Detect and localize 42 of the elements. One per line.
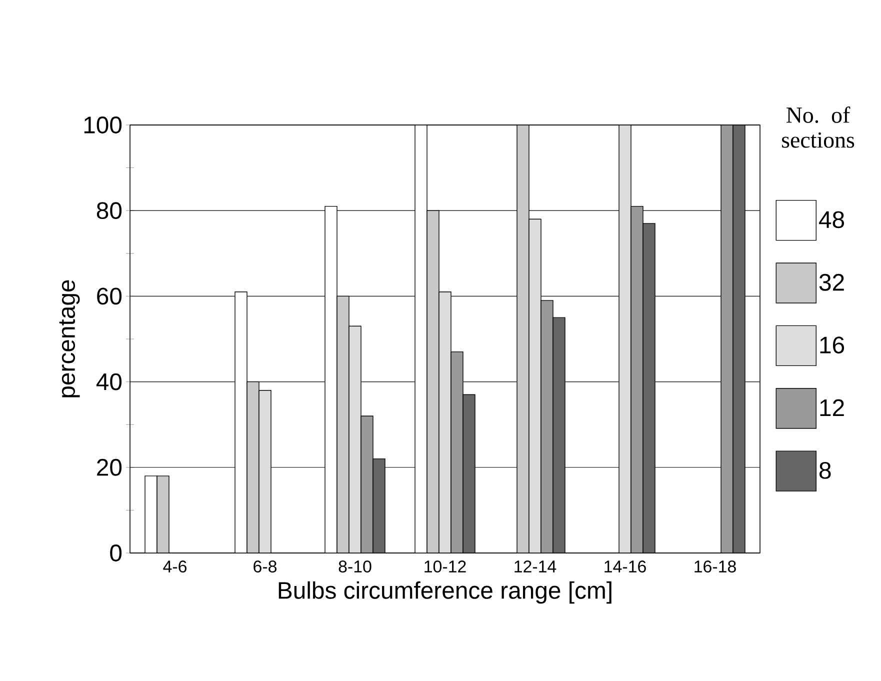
x-axis-title: Bulbs circumference range [cm] xyxy=(278,581,612,604)
bar xyxy=(720,124,734,553)
y-tick-label: 0 xyxy=(110,544,122,562)
bar xyxy=(516,124,530,553)
bar xyxy=(414,124,428,553)
bar xyxy=(450,351,464,553)
bar xyxy=(462,394,476,553)
bar xyxy=(438,292,452,553)
bar xyxy=(552,317,566,553)
legend-label: 8 xyxy=(820,462,831,479)
y-tick-label: 20 xyxy=(97,458,122,476)
x-tick-label: 12-14 xyxy=(514,560,556,572)
legend-label: 16 xyxy=(820,336,844,354)
bar xyxy=(630,206,644,553)
x-tick-label: 10-12 xyxy=(424,560,466,572)
y-tick-label: 80 xyxy=(96,202,122,220)
bar xyxy=(360,416,374,553)
y-tick-label: 60 xyxy=(97,288,122,305)
bar xyxy=(642,223,656,553)
bar xyxy=(156,476,170,553)
text: 48 xyxy=(819,211,844,228)
bar xyxy=(732,124,746,553)
legend-label: 32 xyxy=(819,274,844,291)
bar xyxy=(336,296,350,553)
y-axis-title: percentage xyxy=(59,280,80,398)
x-tick-label: 14-16 xyxy=(604,560,646,572)
bar xyxy=(348,326,362,553)
bar xyxy=(246,381,260,553)
legend-label: 12 xyxy=(820,399,844,416)
y-tick-label: 40 xyxy=(96,373,122,390)
y-tick-label: 100 xyxy=(84,116,122,134)
x-tick-label: 6-8 xyxy=(254,560,277,572)
bar xyxy=(618,124,632,553)
bar xyxy=(528,218,542,553)
bar xyxy=(540,300,554,553)
legend-title: No. of sections xyxy=(782,106,854,148)
bar xyxy=(372,458,386,553)
bar xyxy=(258,390,272,553)
x-tick-label: 4-6 xyxy=(163,560,186,572)
x-tick-label: 8-10 xyxy=(338,560,372,572)
x-tick-label: 16-18 xyxy=(694,560,736,572)
bar xyxy=(426,210,440,553)
